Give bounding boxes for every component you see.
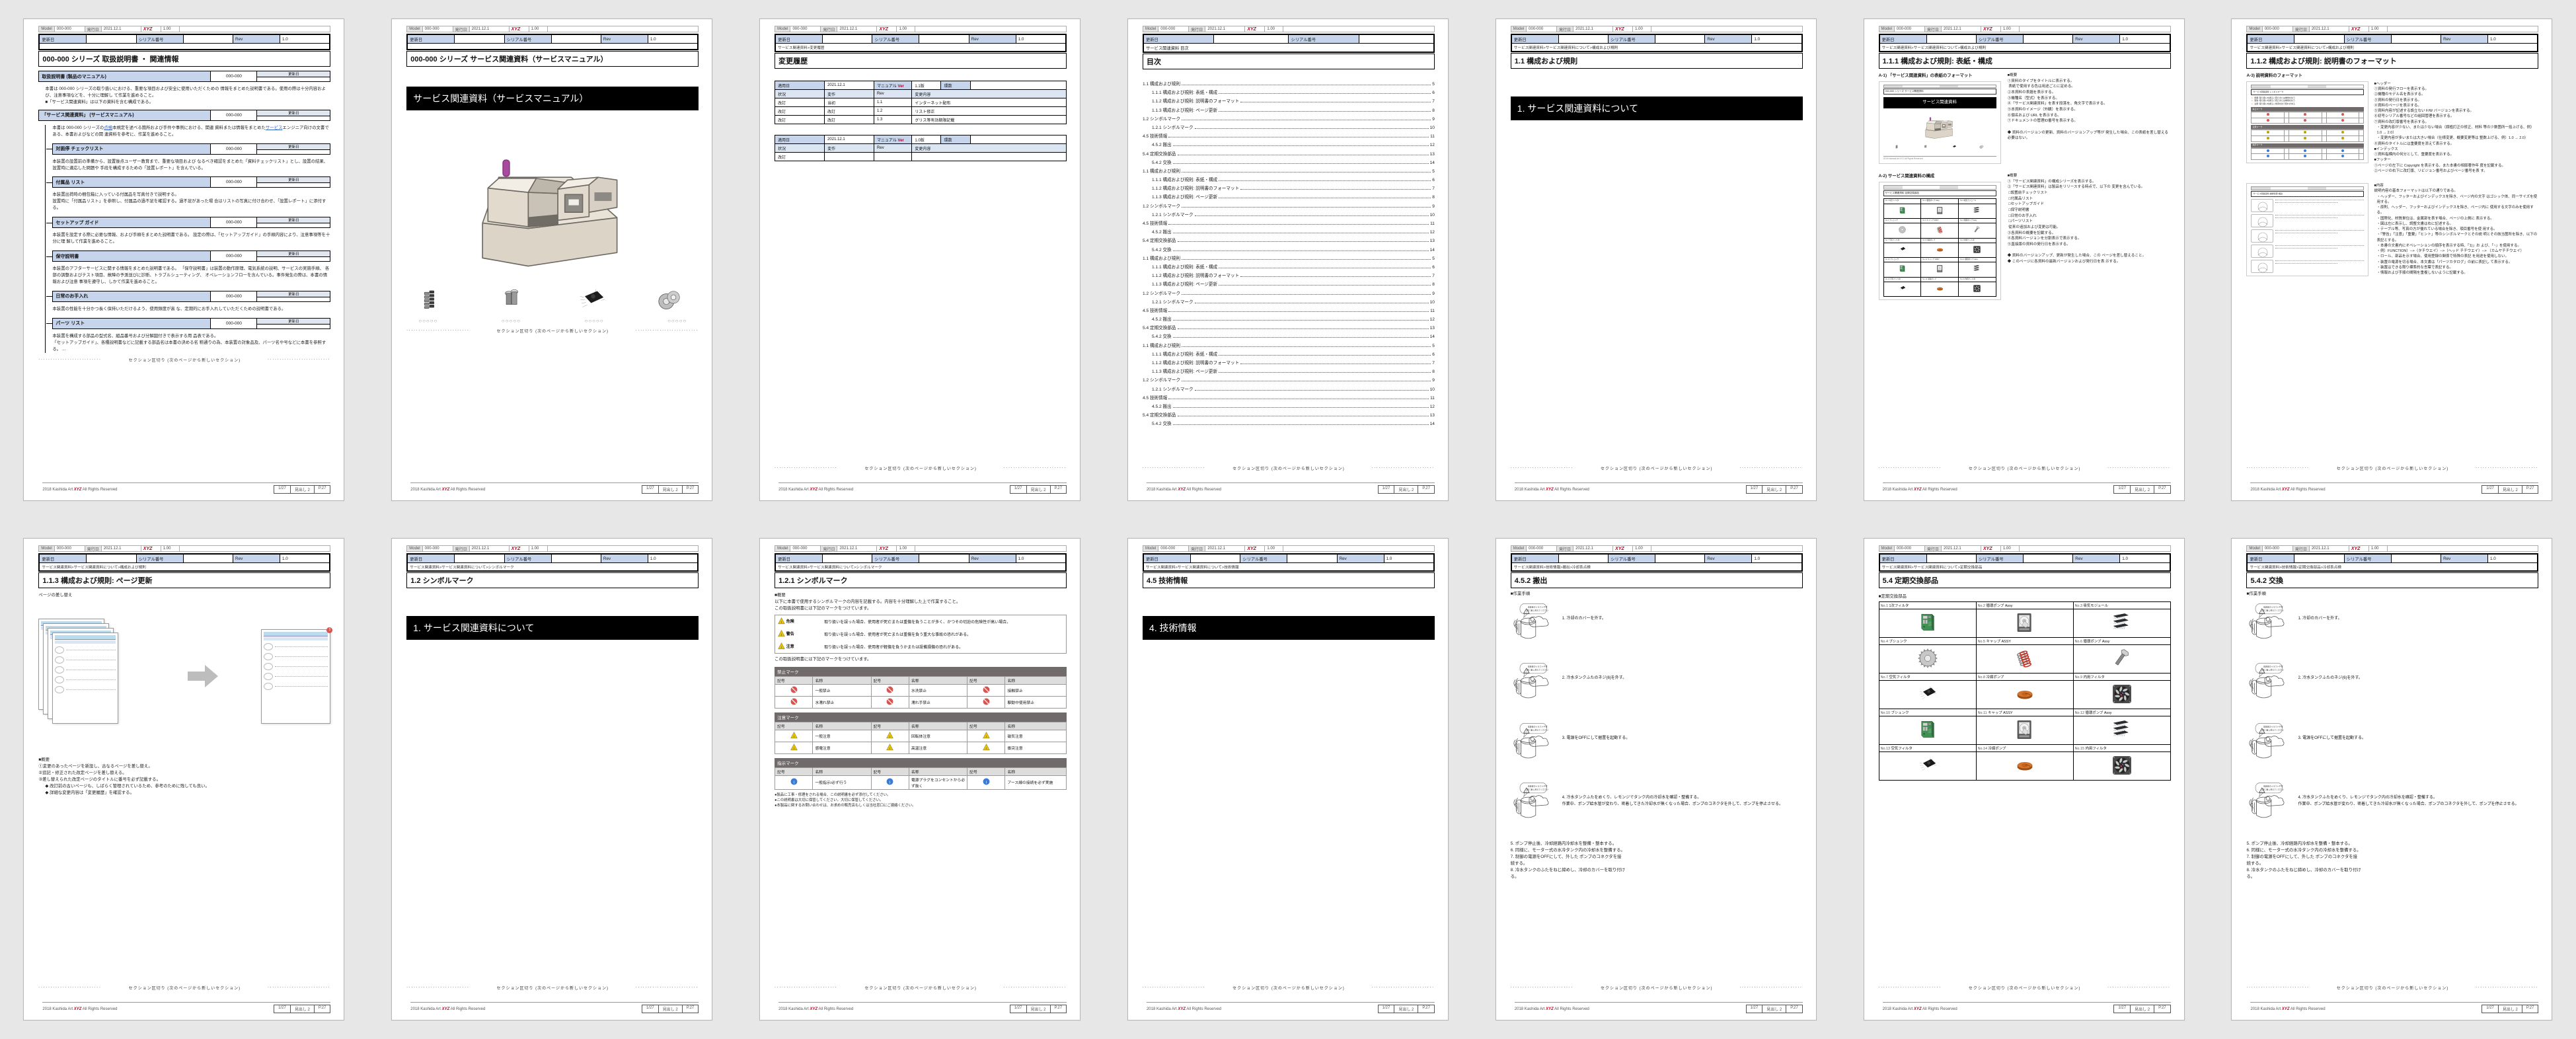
svg-text:本装置のイラストや写: 本装置のイラストや写 <box>2263 785 2283 788</box>
svg-text:本装置のイラストや写: 本装置のイラストや写 <box>1527 785 1547 788</box>
svg-text:!: ! <box>781 621 782 625</box>
svg-text:本装置のイラストや写: 本装置のイラストや写 <box>1527 605 1547 609</box>
svg-text:真に差し替えてください: 真に差し替えてください <box>1527 788 1548 791</box>
svg-text:i: i <box>986 781 987 785</box>
svg-text:本装置のイラストや写: 本装置のイラストや写 <box>2263 725 2283 728</box>
svg-text:真に差し替えてください: 真に差し替えてください <box>2263 728 2285 732</box>
svg-text:!: ! <box>986 734 987 738</box>
svg-text:本装置のイラストや写: 本装置のイラストや写 <box>2263 665 2283 668</box>
svg-text:真に差し替えてください: 真に差し替えてください <box>1527 728 1548 732</box>
svg-text:!: ! <box>986 746 987 750</box>
svg-text:本装置のイラストや写: 本装置のイラストや写 <box>1527 665 1547 668</box>
svg-text:真に差し替えてください: 真に差し替えてください <box>2263 609 2285 612</box>
svg-text:!: ! <box>781 633 782 637</box>
svg-text:真に差し替えてください: 真に差し替えてください <box>2263 788 2285 791</box>
svg-text:真に差し替えてください: 真に差し替えてください <box>1527 609 1548 612</box>
svg-text:真に差し替えてください: 真に差し替えてください <box>2263 668 2285 672</box>
svg-text:本装置のイラストや写: 本装置のイラストや写 <box>2263 605 2283 609</box>
svg-text:本装置のイラストや写: 本装置のイラストや写 <box>1527 725 1547 728</box>
svg-text:!: ! <box>781 646 782 650</box>
svg-text:真に差し替えてください: 真に差し替えてください <box>1527 668 1548 672</box>
